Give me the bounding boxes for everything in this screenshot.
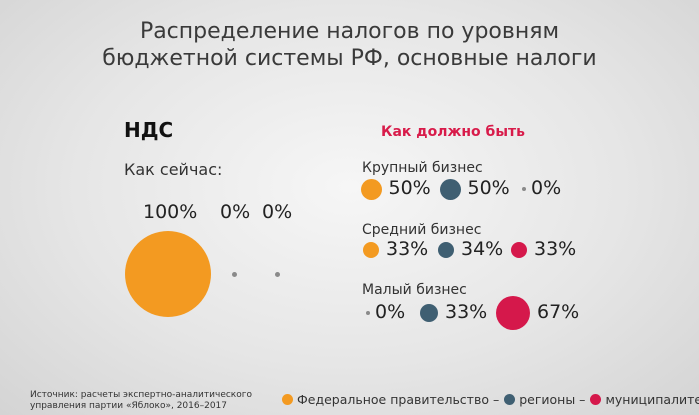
segment-regions-bubble	[420, 304, 438, 322]
legend-federal-label: Федеральное правительство –	[297, 392, 500, 407]
segment-federal-value: 0%	[375, 301, 406, 323]
legend-regions-label: регионы –	[519, 392, 586, 407]
current-label: Как сейчас:	[124, 160, 223, 179]
segment-federal-value: 50%	[388, 177, 431, 199]
source-note: Источник: расчеты экспертно-аналитическо…	[30, 390, 252, 411]
segment-regions-bubble	[439, 178, 461, 200]
segment-title: Малый бизнес	[362, 282, 467, 298]
segment-municipal-value: 0%	[531, 177, 562, 199]
segment-municipal-bubble	[496, 296, 530, 330]
tax-heading: НДС	[124, 118, 174, 142]
proposed-label: Как должно быть	[381, 124, 525, 140]
chart-title-line-2: бюджетной системы РФ, основные налоги	[102, 46, 597, 71]
current-federal-value: 100%	[143, 201, 198, 223]
legend: Федеральное правительство – регионы – му…	[282, 392, 699, 407]
chart-title-line-1: Распределение налогов по уровням	[139, 19, 560, 44]
segment-municipal-bubble	[511, 242, 527, 258]
legend-municipal-swatch	[590, 394, 602, 405]
segment-regions-value: 50%	[467, 177, 510, 199]
segment-regions-value: 34%	[461, 238, 504, 260]
segment-municipal-bubble	[522, 187, 526, 191]
current-municipal-value: 0%	[262, 201, 293, 223]
segment-municipal-value: 67%	[537, 301, 580, 323]
segment-federal-bubble	[360, 178, 382, 200]
legend-regions-swatch	[504, 394, 516, 405]
current-regions-value: 0%	[220, 201, 251, 223]
current-municipal-bubble	[274, 271, 280, 277]
chart-title: Распределение налогов по уровням бюджетн…	[0, 18, 699, 72]
segment-federal-value: 33%	[386, 238, 429, 260]
segment-municipal-value: 33%	[534, 238, 577, 260]
segment-regions-bubble	[438, 242, 454, 258]
legend-municipal-label: муниципалитеты	[605, 392, 699, 407]
segment-federal-bubble	[366, 311, 370, 315]
legend-federal-swatch	[282, 394, 293, 405]
segment-federal-bubble	[363, 242, 379, 258]
segment-regions-value: 33%	[445, 301, 488, 323]
current-federal-bubble	[125, 231, 211, 317]
current-regions-bubble	[231, 271, 237, 277]
segment-title: Крупный бизнес	[362, 160, 483, 176]
segment-title: Средний бизнес	[362, 222, 482, 238]
